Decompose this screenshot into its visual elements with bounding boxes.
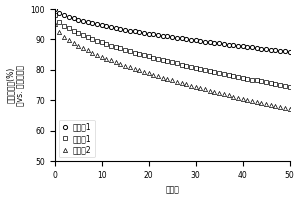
比较例1 <box>283 85 287 87</box>
比较例1 <box>53 14 56 16</box>
实施例1 <box>222 43 226 45</box>
比较例2 <box>283 107 287 110</box>
Y-axis label: 容量保持率(%)
【vs. 初始容量】: 容量保持率(%) 【vs. 初始容量】 <box>6 65 25 106</box>
实施例1 <box>208 41 211 43</box>
比较例1 <box>128 50 132 52</box>
实施例1 <box>288 50 291 53</box>
比较例2 <box>288 108 291 111</box>
比较例2 <box>128 66 132 68</box>
Legend: 实施例1, 比较例1, 比较例2: 实施例1, 比较例1, 比较例2 <box>58 120 95 157</box>
比较例1 <box>105 43 108 45</box>
比较例2 <box>105 57 108 60</box>
实施例1 <box>105 25 108 27</box>
Line: 比较例1: 比较例1 <box>53 13 292 89</box>
比较例1 <box>222 73 226 75</box>
比较例2 <box>222 93 226 95</box>
比较例2 <box>208 89 211 92</box>
实施例1 <box>128 29 132 32</box>
比较例2 <box>123 64 127 67</box>
X-axis label: 循环数: 循环数 <box>165 185 179 194</box>
实施例1 <box>283 50 287 52</box>
比较例1 <box>288 85 291 88</box>
实施例1 <box>123 29 127 31</box>
Line: 实施例1: 实施例1 <box>53 7 292 54</box>
实施例1 <box>53 8 56 10</box>
比较例1 <box>208 70 211 72</box>
比较例2 <box>53 23 56 25</box>
Line: 比较例2: 比较例2 <box>53 22 292 112</box>
比较例1 <box>123 49 127 51</box>
